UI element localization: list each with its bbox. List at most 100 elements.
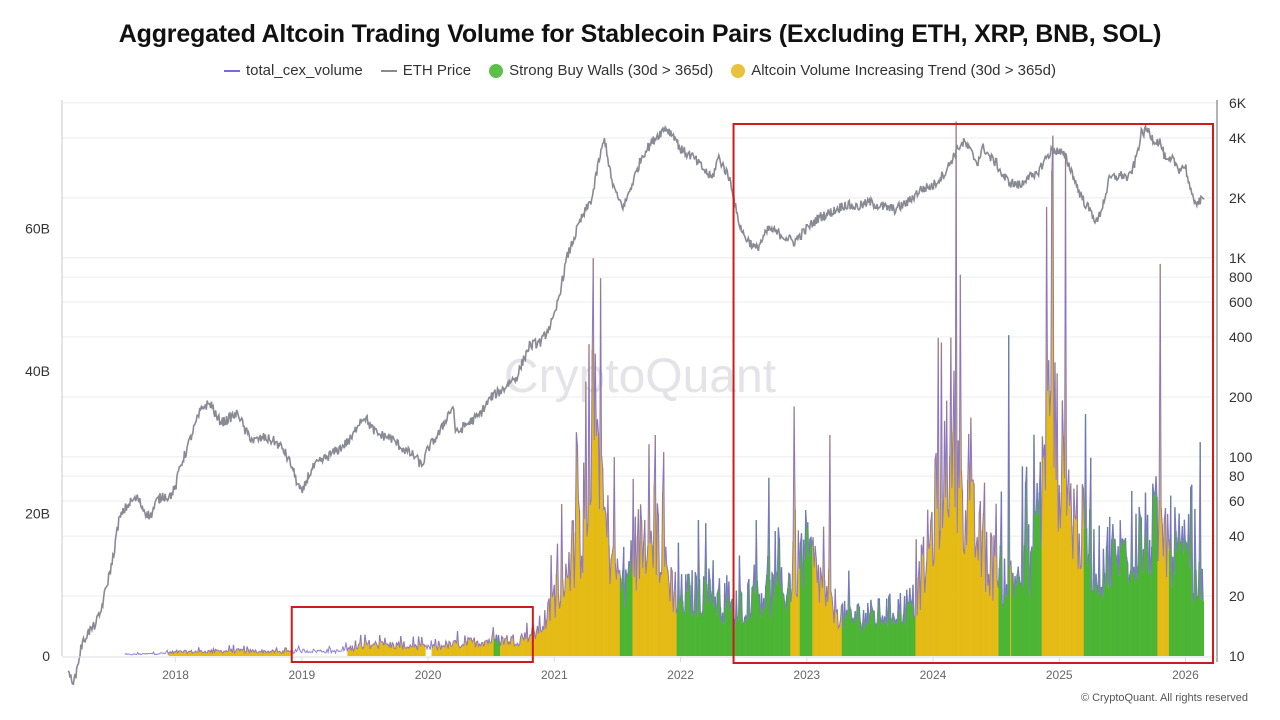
volume-bar (753, 564, 755, 656)
volume-bar (851, 619, 853, 656)
volume-bar (649, 543, 651, 656)
volume-bar (266, 651, 268, 656)
volume-bar (653, 484, 655, 656)
volume-bar (1042, 457, 1045, 656)
volume-bar (1143, 551, 1146, 656)
volume-bar (903, 596, 906, 656)
volume-bar (841, 603, 844, 656)
volume-bar (811, 546, 813, 656)
volume-bar (1173, 573, 1175, 656)
volume-bar (455, 643, 458, 656)
volume-bar (910, 600, 912, 656)
volume-bar (601, 467, 604, 656)
volume-bar (876, 621, 878, 656)
volume-bar (580, 555, 583, 656)
volume-bar (1041, 436, 1044, 656)
volume-bar (763, 608, 766, 656)
volume-bar (937, 337, 939, 656)
volume-bar (1123, 541, 1126, 656)
volume-bar (524, 632, 526, 656)
volume-bar (288, 651, 290, 656)
volume-bar (1035, 514, 1037, 656)
volume-bar (1016, 574, 1018, 656)
volume-bar (870, 599, 872, 656)
volume-bar (877, 598, 880, 656)
volume-bar (367, 643, 369, 656)
volume-bar (603, 510, 605, 656)
volume-bar (237, 648, 240, 656)
legend-item-eth-price[interactable]: ETH Price (380, 62, 471, 79)
legend-item-altcoin-volume-increasing[interactable]: Altcoin Volume Increasing Trend (30d > 3… (731, 62, 1056, 79)
volume-bar (1091, 591, 1093, 656)
volume-bar (839, 620, 842, 656)
volume-bar (668, 583, 670, 656)
volume-bar (1067, 469, 1070, 656)
volume-bar (410, 646, 412, 656)
volume-bar (923, 592, 926, 656)
volume-bar (1065, 515, 1068, 656)
volume-bar (1185, 542, 1188, 656)
volume-bar (661, 491, 664, 656)
volume-bar (1150, 573, 1152, 656)
volume-bar (433, 645, 436, 656)
volume-bar (730, 601, 732, 656)
volume-bar (518, 644, 521, 656)
volume-bar (858, 606, 861, 656)
volume-bar (1030, 551, 1032, 656)
volume-bar (728, 581, 730, 656)
volume-bar (979, 501, 982, 656)
left-axis-tick-label: 40B (25, 363, 50, 379)
volume-bar (675, 613, 678, 656)
volume-bar (889, 593, 891, 656)
volume-bar (751, 587, 753, 656)
volume-bar (223, 651, 225, 656)
volume-bar (934, 459, 936, 656)
volume-bar (786, 595, 788, 656)
legend-item-total-cex-volume[interactable]: total_cex_volume (224, 62, 363, 79)
volume-bar (541, 626, 544, 656)
volume-bar (1111, 539, 1113, 656)
volume-bar (1152, 483, 1154, 656)
volume-bar (1043, 444, 1046, 656)
volume-bar (629, 568, 631, 656)
right-axis-tick-label: 4K (1229, 130, 1247, 146)
volume-bar (255, 652, 258, 656)
volume-bar (674, 571, 676, 656)
volume-bar (832, 609, 834, 656)
volume-bar (176, 652, 179, 656)
volume-bar (1090, 457, 1092, 656)
volume-bar (458, 647, 461, 656)
volume-bar (1088, 509, 1091, 656)
volume-bar (236, 648, 239, 656)
volume-bar (509, 643, 511, 656)
volume-bar (1191, 484, 1193, 656)
volume-bar (874, 623, 876, 656)
volume-bar (190, 650, 193, 656)
volume-bar (168, 652, 171, 656)
volume-bar (837, 627, 840, 656)
volume-bar (624, 606, 626, 656)
volume-bar (1047, 360, 1050, 656)
volume-bar (373, 644, 376, 656)
volume-bar (287, 650, 289, 656)
legend-item-strong-buy-walls[interactable]: Strong Buy Walls (30d > 365d) (489, 62, 713, 79)
x-axis-tick-label: 2022 (667, 668, 694, 682)
volume-bar (552, 592, 554, 656)
volume-bar (404, 647, 406, 656)
volume-bar (221, 652, 223, 656)
volume-bar (535, 631, 538, 656)
volume-bar (607, 495, 609, 656)
volume-bar (655, 575, 658, 656)
volume-bar (714, 596, 716, 656)
volume-bar (961, 489, 964, 656)
volume-bar (584, 519, 586, 656)
volume-bar (1139, 515, 1141, 656)
volume-bar (741, 623, 744, 656)
volume-bar (695, 576, 698, 656)
volume-bar (816, 583, 818, 656)
volume-bar (583, 462, 585, 656)
volume-bar (969, 500, 971, 656)
volume-bar (590, 500, 592, 656)
volume-bar (864, 613, 867, 656)
